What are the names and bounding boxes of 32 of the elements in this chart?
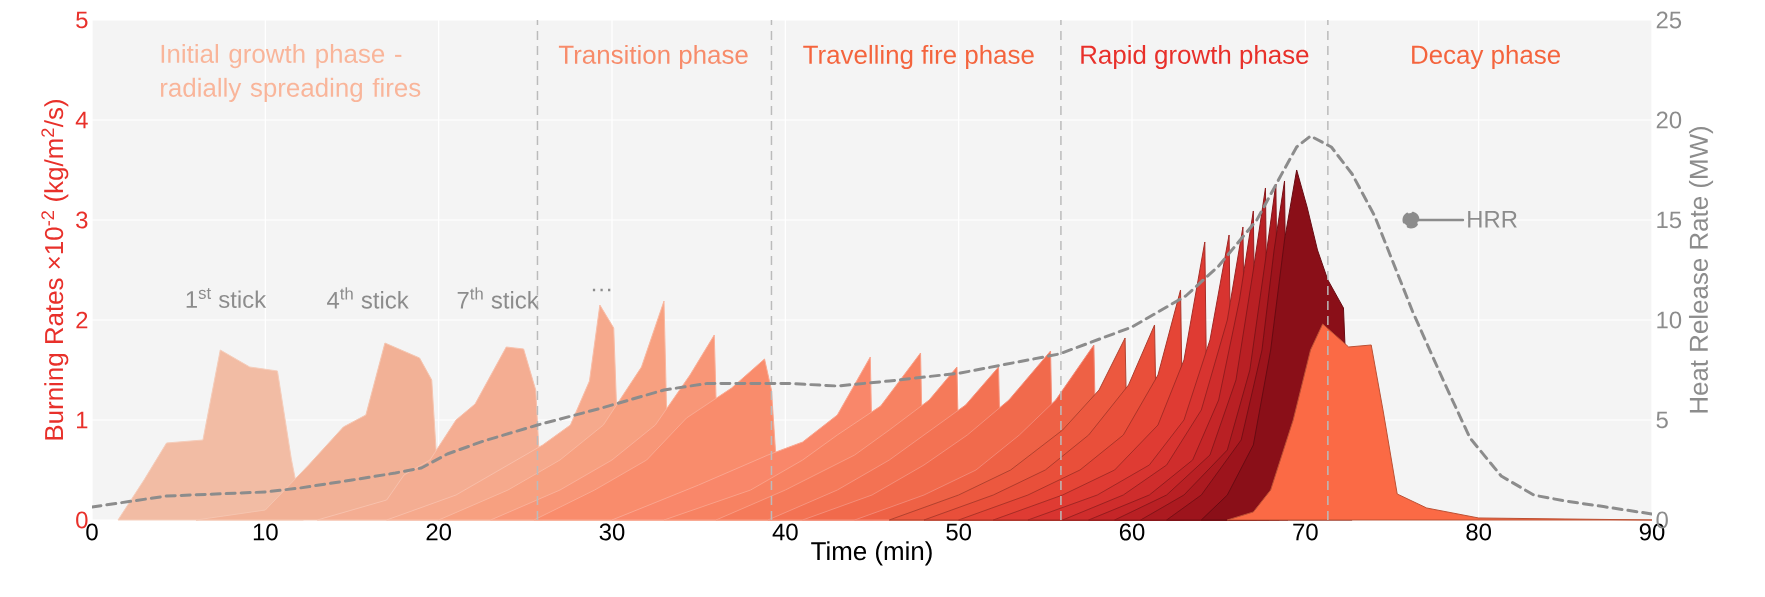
annotation: Decay phase <box>1412 44 1560 70</box>
y-tick-label: 3 <box>76 211 88 229</box>
x-tick-label: 60 <box>1119 523 1145 541</box>
x-tick-label: 50 <box>946 523 972 541</box>
x-tick-label: 20 <box>426 523 452 541</box>
annotation: Transition phase <box>558 44 748 70</box>
y-tick-label: 0 <box>76 511 88 529</box>
y2-tick-label: 10 <box>1657 311 1682 329</box>
y-tick-label: 5 <box>76 11 88 29</box>
y2-axis-title: Heat Release Rate (MW) <box>1688 126 1714 413</box>
y-tick-label: 2 <box>76 311 88 329</box>
annotation: 1$^{st}$ stick <box>186 287 267 309</box>
x-axis-title: Time (min) <box>811 541 932 566</box>
y2-tick-label: 20 <box>1656 111 1682 129</box>
annotation: Travelling fire phase <box>803 44 1034 70</box>
x-tick-label: 10 <box>253 523 278 541</box>
annotation: Initial growth phase - radially spreading fires <box>160 44 421 103</box>
x-tick-label: 80 <box>1466 523 1492 541</box>
annotation: 4$^{th}$ stick <box>327 287 409 309</box>
x-tick-label: 30 <box>599 523 625 541</box>
x-tick-label: 70 <box>1293 523 1318 541</box>
y2-tick-label: 25 <box>1656 11 1682 29</box>
annotation: … <box>592 288 611 292</box>
y-tick-label: 1 <box>77 411 88 429</box>
x-tick-label: 40 <box>772 523 798 541</box>
y-axis-title: Burning Rates ×10$^{-2}$ (kg/m$^{2}$/s) <box>41 100 69 440</box>
y-tick-label: 4 <box>75 111 88 129</box>
y2-tick-label: 5 <box>1656 411 1668 429</box>
legend-label: HRR <box>1468 211 1517 228</box>
annotation: 7$^{th}$ stick <box>457 287 539 309</box>
annotation: Rapid growth phase <box>1081 44 1309 70</box>
y2-tick-label: 15 <box>1657 211 1682 229</box>
